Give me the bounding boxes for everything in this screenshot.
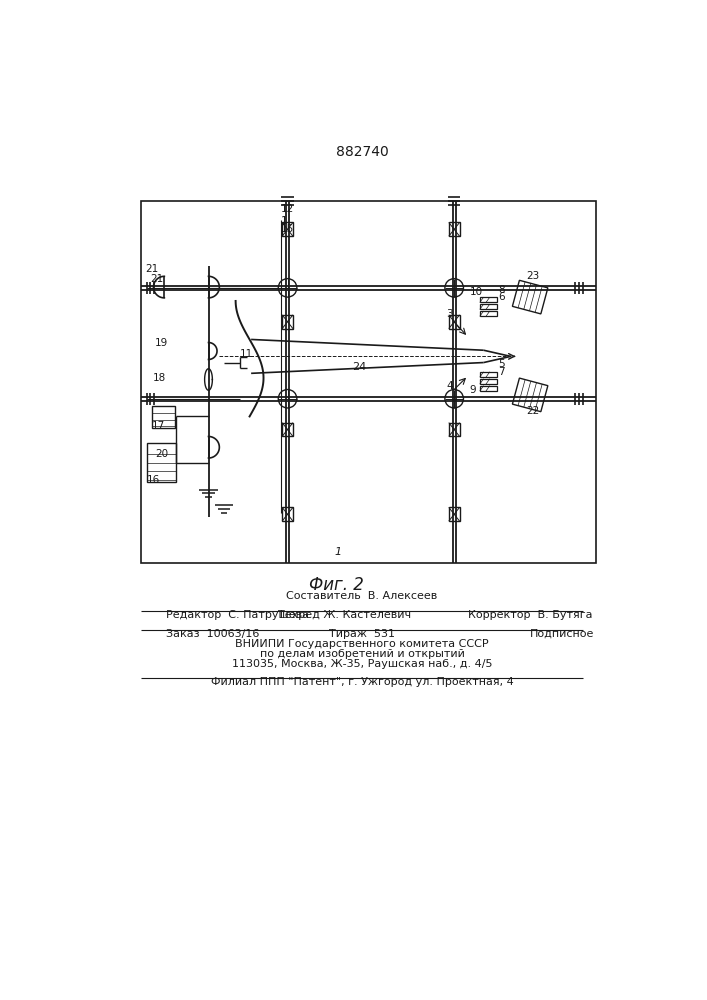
Text: 9: 9 — [469, 385, 477, 395]
Bar — [480, 372, 497, 377]
Circle shape — [445, 389, 464, 408]
Bar — [449, 507, 460, 521]
Bar — [449, 222, 460, 236]
Circle shape — [279, 389, 297, 408]
Bar — [282, 222, 293, 236]
Text: Тираж  531: Тираж 531 — [329, 629, 395, 639]
Text: 20: 20 — [155, 449, 168, 459]
Text: 18: 18 — [153, 373, 166, 383]
Bar — [480, 386, 497, 391]
Text: ВНИИПИ Государственного комитета СССР: ВНИИПИ Государственного комитета СССР — [235, 639, 489, 649]
Polygon shape — [513, 378, 548, 412]
Text: 12: 12 — [281, 204, 294, 214]
Text: 1: 1 — [335, 547, 342, 557]
Polygon shape — [513, 280, 548, 314]
Text: Подписное: Подписное — [530, 629, 595, 639]
Text: 5: 5 — [498, 359, 505, 369]
Bar — [282, 423, 293, 436]
Text: 1: 1 — [281, 216, 287, 226]
Text: 23: 23 — [526, 271, 539, 281]
Bar — [152, 406, 175, 428]
Bar — [480, 311, 497, 316]
Text: 19: 19 — [155, 338, 168, 348]
Text: 113035, Москва, Ж-35, Раушская наб., д. 4/5: 113035, Москва, Ж-35, Раушская наб., д. … — [232, 659, 492, 669]
Bar — [480, 304, 497, 309]
Text: Составитель  В. Алексеев: Составитель В. Алексеев — [286, 591, 438, 601]
Text: 6: 6 — [498, 292, 505, 302]
Bar — [449, 423, 460, 436]
Text: Заказ  10063/16: Заказ 10063/16 — [166, 629, 259, 639]
Text: Техред Ж. Кастелевич: Техред Ж. Кастелевич — [278, 610, 411, 620]
Text: 21: 21 — [151, 274, 163, 284]
Bar — [282, 507, 293, 521]
Text: 4: 4 — [446, 381, 453, 391]
Text: 17: 17 — [152, 421, 165, 431]
Text: 11: 11 — [240, 349, 252, 359]
Bar — [449, 315, 460, 329]
Text: 8: 8 — [498, 285, 505, 295]
Text: 3: 3 — [446, 309, 453, 319]
Text: 7: 7 — [498, 367, 505, 377]
Text: Филиал ППП "Патент", г. Ужгород ул. Проектная, 4: Филиал ППП "Патент", г. Ужгород ул. Прое… — [211, 677, 513, 687]
Text: 15: 15 — [281, 224, 294, 234]
Text: 24: 24 — [352, 362, 366, 372]
Circle shape — [279, 279, 297, 297]
Text: 21: 21 — [145, 264, 158, 274]
Text: Корректор  В. Бутяга: Корректор В. Бутяга — [468, 610, 592, 620]
Bar — [480, 379, 497, 384]
Bar — [146, 443, 176, 482]
Circle shape — [445, 279, 464, 297]
Text: 22: 22 — [526, 406, 539, 416]
Text: 16: 16 — [146, 475, 160, 485]
Bar — [282, 315, 293, 329]
Text: Редактор  С. Патрушева: Редактор С. Патрушева — [166, 610, 309, 620]
Bar — [141, 201, 596, 563]
Text: 882740: 882740 — [336, 145, 388, 159]
Text: Фиг. 2: Фиг. 2 — [309, 576, 364, 594]
Text: 10: 10 — [469, 287, 483, 297]
Bar — [480, 297, 497, 302]
Text: по делам изобретений и открытий: по делам изобретений и открытий — [259, 649, 464, 659]
